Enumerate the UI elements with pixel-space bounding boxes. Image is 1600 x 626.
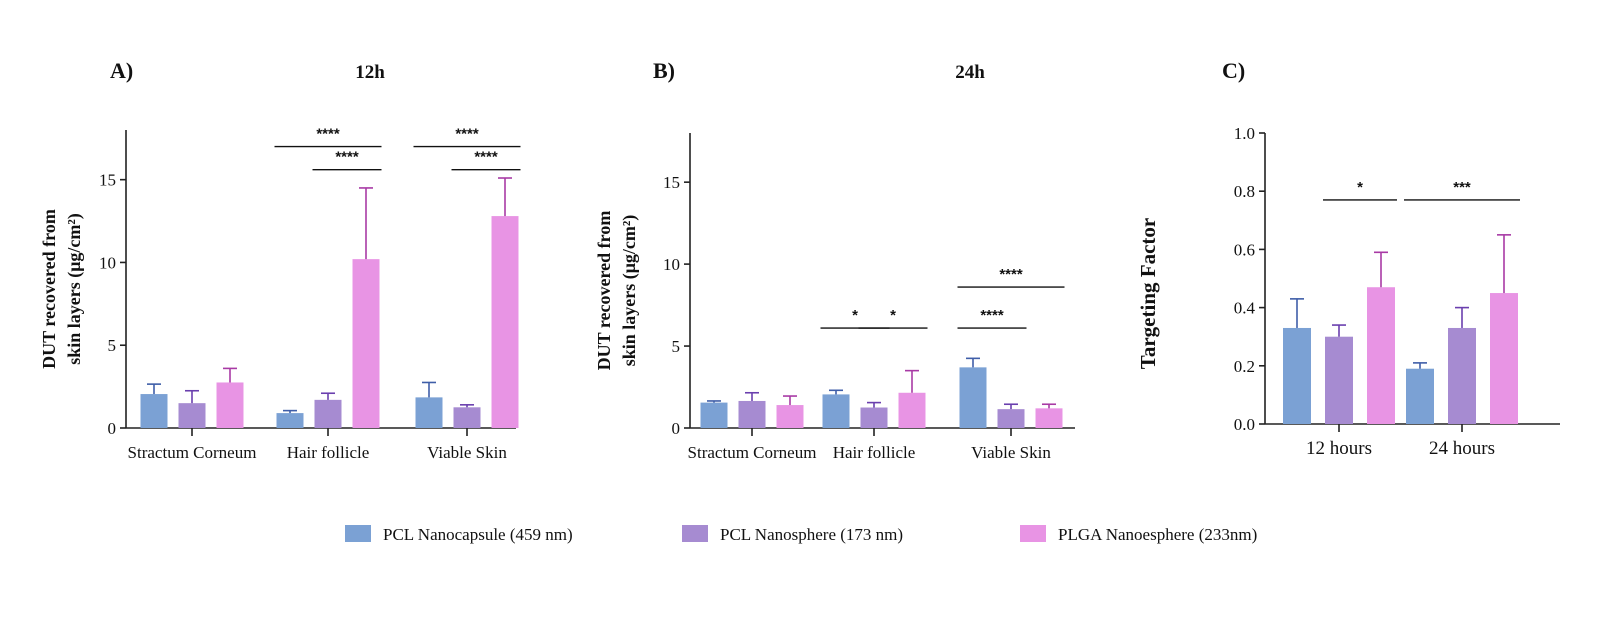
bar	[959, 367, 987, 428]
bar	[1035, 408, 1063, 428]
significance-label: *	[852, 307, 858, 324]
y-axis-label: skin layers (μg/cm²)	[64, 213, 85, 365]
y-tick-label: 0	[672, 419, 681, 438]
legend-item: PLGA Nanoesphere (233nm)	[1020, 525, 1257, 544]
bar	[415, 397, 443, 428]
y-tick-label: 15	[663, 173, 680, 192]
panel-label: C)	[1222, 58, 1245, 83]
legend-item: PCL Nanosphere (173 nm)	[682, 525, 903, 544]
bar	[276, 413, 304, 428]
y-tick-label: 10	[99, 253, 116, 272]
legend-label: PCL Nanosphere (173 nm)	[720, 525, 903, 544]
legend-item: PCL Nanocapsule (459 nm)	[345, 525, 573, 544]
legend-label: PCL Nanocapsule (459 nm)	[383, 525, 573, 544]
bar	[860, 407, 888, 428]
bar	[700, 402, 728, 428]
legend-swatch	[345, 525, 371, 542]
significance-label: ****	[980, 307, 1004, 324]
x-tick-label: 12 hours	[1306, 438, 1372, 459]
significance-label: *	[890, 307, 896, 324]
x-tick-label: Viable Skin	[971, 443, 1051, 462]
legend-swatch	[682, 525, 708, 542]
bar	[491, 216, 519, 428]
y-tick-label: 5	[672, 337, 681, 356]
y-tick-label: 5	[108, 336, 117, 355]
bar	[314, 399, 342, 428]
y-axis-label: Targeting Factor	[1136, 218, 1160, 369]
y-tick-label: 15	[99, 171, 116, 190]
bar	[997, 409, 1025, 428]
y-tick-label: 10	[663, 255, 680, 274]
bar	[738, 400, 766, 428]
significance-label: ****	[455, 126, 479, 143]
significance-label: ****	[335, 149, 359, 166]
y-tick-label: 0.0	[1234, 415, 1255, 434]
y-axis-label: skin layers (μg/cm²)	[619, 215, 640, 367]
significance-label: ****	[316, 126, 340, 143]
bar	[140, 394, 168, 428]
bar	[453, 407, 481, 428]
legend-label: PLGA Nanoesphere (233nm)	[1058, 525, 1257, 544]
y-tick-label: 0.8	[1234, 182, 1255, 201]
panel-b: B) 24h 0 5 10 15 DUT recovered from skin layers…	[594, 58, 1075, 462]
x-tick-label: Viable Skin	[427, 443, 507, 462]
panel-title: 12h	[355, 62, 385, 83]
bar	[822, 394, 850, 428]
x-tick-label: Hair follicle	[287, 443, 370, 462]
y-tick-label: 0.4	[1234, 299, 1256, 318]
x-tick-label: Stractum Corneum	[128, 443, 257, 462]
significance-label: ****	[999, 266, 1023, 283]
y-axis-label: DUT recovered from	[39, 209, 59, 369]
x-tick-label: 24 hours	[1429, 438, 1495, 459]
panel-c: C) 0.0 0.2 0.4 0.6 0.8 1.0 Targeting Factor 12 h…	[1136, 58, 1560, 459]
y-axis-label: DUT recovered from	[594, 211, 614, 371]
y-tick-label: 0.2	[1234, 357, 1255, 376]
panel-label: B)	[653, 58, 675, 83]
bar	[1448, 327, 1476, 424]
bar	[352, 259, 380, 428]
bar	[178, 403, 206, 428]
bar	[1490, 293, 1518, 424]
significance-label: *	[1357, 179, 1363, 196]
panel-label: A)	[110, 58, 133, 83]
legend-swatch	[1020, 525, 1046, 542]
y-tick-label: 0.6	[1234, 240, 1255, 259]
legend: PCL Nanocapsule (459 nm) PCL Nanosphere (…	[345, 525, 1257, 544]
panel-title: 24h	[955, 62, 985, 83]
panel-a: A) 12h 0 5 10 15 DUT recovered from skin layers…	[39, 58, 521, 462]
bar	[1367, 287, 1395, 424]
significance-label: ***	[1453, 179, 1471, 196]
y-tick-label: 1.0	[1234, 124, 1255, 143]
bar	[216, 382, 244, 428]
bar	[1406, 368, 1434, 424]
significance-label: ****	[474, 149, 498, 166]
x-tick-label: Stractum Corneum	[688, 443, 817, 462]
bar	[1325, 336, 1353, 424]
bar	[1283, 327, 1311, 424]
y-tick-label: 0	[108, 419, 117, 438]
bar	[776, 405, 804, 428]
bar	[898, 392, 926, 428]
x-tick-label: Hair follicle	[833, 443, 916, 462]
